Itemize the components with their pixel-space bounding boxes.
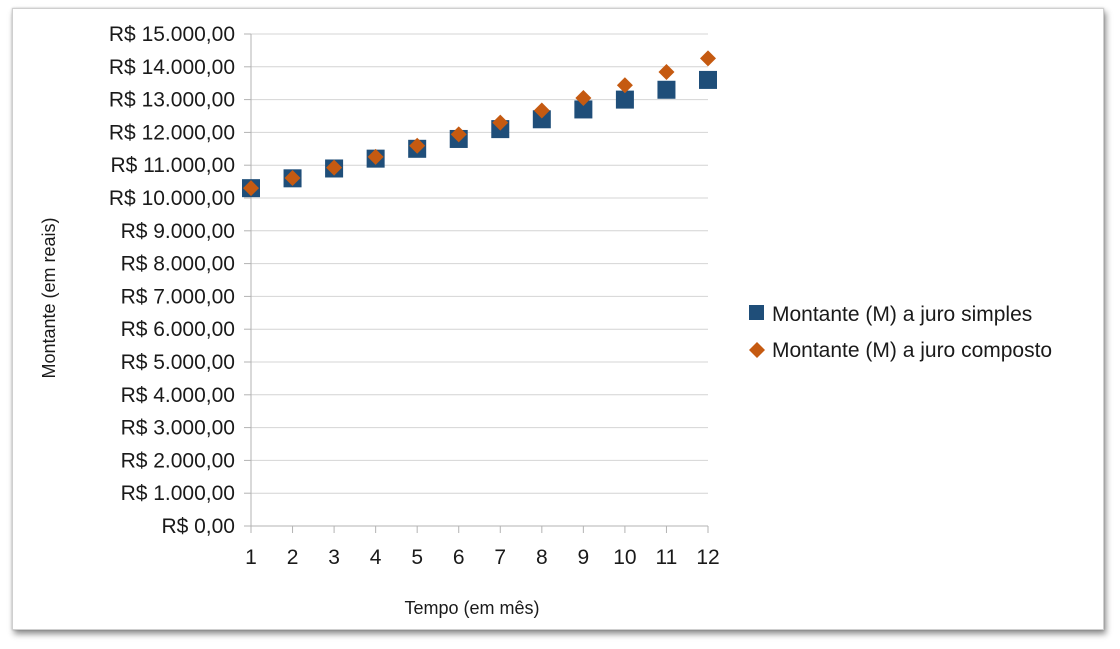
point-compound — [409, 137, 426, 154]
x-tick-label: 11 — [656, 546, 678, 569]
y-tick-label: R$ 7.000,00 — [121, 285, 235, 308]
y-tick-label: R$ 8.000,00 — [121, 253, 235, 276]
point-simple — [615, 90, 634, 109]
y-tick-label: R$ 11.000,00 — [110, 154, 235, 177]
legend-marker-simple — [749, 305, 764, 320]
x-tick-label: 5 — [411, 546, 423, 569]
point-compound — [700, 50, 716, 67]
y-tick-label: R$ 3.000,00 — [121, 417, 235, 440]
legend: Montante (M) a juro simples Montante (M)… — [749, 303, 1052, 362]
point-compound — [284, 170, 301, 187]
point-simple — [574, 100, 593, 119]
y-tick-label: R$ 10.000,00 — [109, 187, 235, 210]
point-compound — [450, 126, 467, 143]
point-compound — [575, 90, 592, 107]
point-simple — [657, 80, 676, 99]
legend-label-simple: Montante (M) a juro simples — [772, 303, 1032, 326]
x-tick-label: 1 — [245, 546, 257, 569]
data-points — [242, 50, 717, 198]
x-tick-label: 7 — [494, 546, 506, 569]
x-tick-label: 2 — [287, 546, 299, 569]
point-compound — [243, 180, 259, 197]
y-tick-label: R$ 0,00 — [161, 515, 235, 538]
point-compound — [367, 148, 384, 165]
y-tick-label: R$ 5.000,00 — [121, 351, 235, 374]
y-tick-label: R$ 4.000,00 — [121, 384, 235, 407]
x-tick-label: 3 — [328, 546, 340, 569]
x-tick-label: 8 — [536, 546, 548, 569]
x-tick-label: 4 — [370, 546, 382, 569]
y-tick-label: R$ 13.000,00 — [109, 89, 235, 112]
axes — [244, 33, 709, 533]
grid-lines — [251, 33, 708, 494]
y-tick-label: R$ 14.000,00 — [109, 56, 235, 79]
point-simple — [532, 110, 551, 129]
point-compound — [616, 77, 633, 94]
y-tick-label: R$ 6.000,00 — [121, 318, 235, 341]
x-tick-label: 6 — [453, 546, 465, 569]
y-tick-label: R$ 12.000,00 — [109, 121, 235, 144]
point-compound — [326, 159, 343, 176]
point-simple — [699, 70, 717, 89]
y-tick-label: R$ 2.000,00 — [121, 449, 235, 472]
legend-marker-compound — [749, 342, 765, 358]
point-compound — [492, 114, 509, 131]
point-compound — [658, 63, 675, 80]
point-compound — [533, 102, 550, 119]
y-axis-label: Montante (em reais) — [39, 217, 59, 378]
y-tick-label: R$ 9.000,00 — [121, 220, 235, 243]
x-axis-label: Tempo (em mês) — [404, 598, 539, 618]
x-tick-labels: 1 2 3 4 5 6 7 8 9 10 11 12 — [245, 546, 720, 569]
legend-label-compound: Montante (M) a juro composto — [772, 339, 1052, 362]
x-tick-label: 12 — [696, 546, 719, 569]
y-tick-label: R$ 15.000,00 — [109, 23, 235, 46]
x-tick-label: 10 — [613, 546, 636, 569]
y-tick-labels: R$ 0,00 R$ 1.000,00 R$ 2.000,00 R$ 3.000,00… — [109, 23, 235, 538]
x-tick-label: 9 — [578, 546, 590, 569]
y-tick-label: R$ 1.000,00 — [121, 482, 235, 505]
